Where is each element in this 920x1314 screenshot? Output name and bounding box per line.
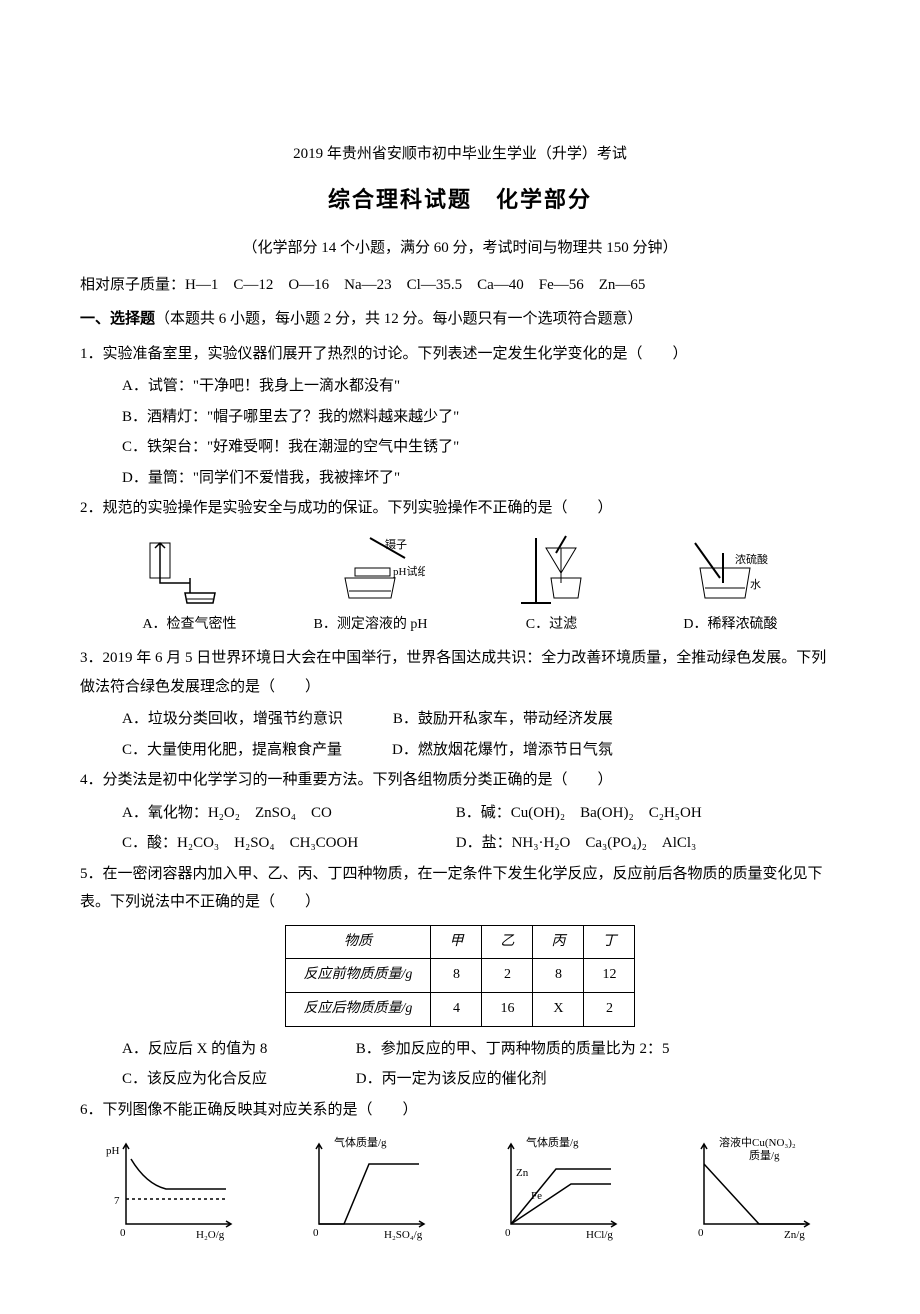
- q5-th-1: 甲: [431, 925, 482, 959]
- svg-text:Zn: Zn: [516, 1167, 529, 1179]
- q5-th-0: 物质: [285, 925, 431, 959]
- q3-option-a: A．垃圾分类回收，增强节约意识: [122, 705, 343, 734]
- svg-text:H₂O/g: H₂O/g: [196, 1229, 225, 1241]
- q2-img-c: C．过滤: [496, 533, 606, 639]
- q2-label-a: A．检查气密性: [135, 612, 245, 639]
- q4-row1: A．氧化物：H₂O₂ ZnSO₄ CO B．碱：Cu(OH)₂ Ba(OH)₂ …: [80, 799, 840, 828]
- q1-option-c: C．铁架台："好难受啊！我在潮湿的空气中生锈了": [80, 433, 840, 462]
- svg-text:H₂SO₄/g: H₂SO₄/g: [384, 1229, 423, 1241]
- svg-text:0: 0: [120, 1227, 126, 1239]
- svg-text:浓硫酸: 浓硫酸: [735, 552, 768, 566]
- svg-text:Fe: Fe: [531, 1190, 542, 1202]
- exam-subinfo: （化学部分 14 个小题，满分 60 分，考试时间与物理共 150 分钟）: [80, 234, 840, 263]
- q2-img-b: 镊子 pH试纸 B．测定溶液的 pH: [314, 533, 428, 639]
- q6-chart-2: 气体质量/g 0 H₂SO₄/g: [289, 1134, 439, 1244]
- q6-stem: 6．下列图像不能正确反映其对应关系的是（ ）: [80, 1096, 840, 1125]
- q3-option-b: B．鼓励开私家车，带动经济发展: [393, 705, 613, 734]
- q1-option-d: D．量筒："同学们不爱惜我，我被摔坏了": [80, 464, 840, 493]
- table-row: 反应后物质质量/g 4 16 X 2: [285, 993, 635, 1027]
- q6-charts: pH 7 0 H₂O/g 气体质量/g 0 H₂SO₄/g 气体质量/g Zn …: [80, 1134, 840, 1244]
- svg-text:质量/g: 质量/g: [749, 1149, 780, 1162]
- q5-r1-label: 反应前物质质量/g: [285, 959, 431, 993]
- q5-th-3: 丙: [533, 925, 584, 959]
- q5-row2: C．该反应为化合反应 D．丙一定为该反应的催化剂: [80, 1065, 840, 1094]
- q2-label-c: C．过滤: [496, 612, 606, 639]
- q4-option-a: A．氧化物：H₂O₂ ZnSO₄ CO: [122, 799, 452, 828]
- svg-text:0: 0: [698, 1227, 704, 1239]
- q5-r2-label: 反应后物质质量/g: [285, 993, 431, 1027]
- q2-img-a: A．检查气密性: [135, 533, 245, 639]
- svg-text:气体质量/g: 气体质量/g: [526, 1135, 579, 1149]
- q5-option-a: A．反应后 X 的值为 8: [122, 1035, 352, 1064]
- q4-option-d: D．盐：NH₃·H₂O Ca₃(PO₄)₂ AlCl₃: [456, 829, 697, 858]
- q5-option-b: B．参加反应的甲、丁两种物质的质量比为 2：5: [356, 1035, 670, 1064]
- q5-r1-2: 8: [533, 959, 584, 993]
- filter-icon: [496, 533, 606, 608]
- ph-test-icon: 镊子 pH试纸: [315, 533, 425, 608]
- q6-chart-3: 气体质量/g Zn Fe 0 HCl/g: [481, 1134, 631, 1244]
- q2-stem: 2．规范的实验操作是实验安全与成功的保证。下列实验操作不正确的是（ ）: [80, 494, 840, 523]
- q5-stem: 5．在一密闭容器内加入甲、乙、丙、丁四种物质，在一定条件下发生化学反应，反应前后…: [80, 860, 840, 917]
- q2-img-d: 浓硫酸 水 D．稀释浓硫酸: [675, 533, 785, 639]
- svg-text:HCl/g: HCl/g: [586, 1229, 613, 1241]
- section-1-label: 一、选择题: [80, 310, 155, 327]
- q4-option-b: B．碱：Cu(OH)₂ Ba(OH)₂ C₂H₅OH: [456, 799, 702, 828]
- airtight-icon: [135, 533, 245, 608]
- svg-text:气体质量/g: 气体质量/g: [334, 1135, 387, 1149]
- q1-option-b: B．酒精灯："帽子哪里去了？我的燃料越来越少了": [80, 403, 840, 432]
- q5-table: 物质 甲 乙 丙 丁 反应前物质质量/g 8 2 8 12 反应后物质质量/g …: [285, 925, 636, 1027]
- q2-label-b: B．测定溶液的 pH: [314, 612, 428, 639]
- svg-text:溶液中Cu(NO₃)₂: 溶液中Cu(NO₃)₂: [719, 1135, 796, 1149]
- exam-title: 综合理科试题 化学部分: [80, 179, 840, 221]
- q5-option-d: D．丙一定为该反应的催化剂: [356, 1065, 547, 1094]
- q1-stem: 1．实验准备室里，实验仪器们展开了热烈的讨论。下列表述一定发生化学变化的是（ ）: [80, 340, 840, 369]
- q5-r2-1: 16: [482, 993, 533, 1027]
- dilute-acid-icon: 浓硫酸 水: [675, 533, 785, 608]
- q4-stem: 4．分类法是初中化学学习的一种重要方法。下列各组物质分类正确的是（ ）: [80, 766, 840, 795]
- svg-text:pH: pH: [106, 1145, 120, 1157]
- table-row: 反应前物质质量/g 8 2 8 12: [285, 959, 635, 993]
- q5-r1-0: 8: [431, 959, 482, 993]
- section-1-heading: 一、选择题（本题共 6 小题，每小题 2 分，共 12 分。每小题只有一个选项符…: [80, 305, 840, 334]
- q6-chart-4: 溶液中Cu(NO₃)₂ 质量/g 0 Zn/g: [674, 1134, 824, 1244]
- table-row: 物质 甲 乙 丙 丁: [285, 925, 635, 959]
- q3-stem: 3．2019 年 6 月 5 日世界环境日大会在中国举行，世界各国达成共识：全力…: [80, 644, 840, 701]
- q5-r2-0: 4: [431, 993, 482, 1027]
- q5-row1: A．反应后 X 的值为 8 B．参加反应的甲、丁两种物质的质量比为 2：5: [80, 1035, 840, 1064]
- q4-option-c: C．酸：H₂CO₃ H₂SO₄ CH₃COOH: [122, 829, 452, 858]
- svg-text:0: 0: [313, 1227, 319, 1239]
- q5-th-2: 乙: [482, 925, 533, 959]
- q3-option-c: C．大量使用化肥，提高粮食产量: [122, 736, 342, 765]
- q2-label-d: D．稀释浓硫酸: [675, 612, 785, 639]
- section-1-desc: （本题共 6 小题，每小题 2 分，共 12 分。每小题只有一个选项符合题意）: [155, 311, 643, 327]
- q3-row2: C．大量使用化肥，提高粮食产量 D．燃放烟花爆竹，增添节日气氛: [80, 736, 840, 765]
- q5-r2-3: 2: [584, 993, 635, 1027]
- q5-r2-2: X: [533, 993, 584, 1027]
- svg-text:Zn/g: Zn/g: [784, 1229, 805, 1241]
- q3-row1: A．垃圾分类回收，增强节约意识 B．鼓励开私家车，带动经济发展: [80, 705, 840, 734]
- q5-r1-3: 12: [584, 959, 635, 993]
- q3-option-d: D．燃放烟花爆竹，增添节日气氛: [392, 736, 613, 765]
- q5-option-c: C．该反应为化合反应: [122, 1065, 352, 1094]
- q1-option-a: A．试管："干净吧！我身上一滴水都没有": [80, 372, 840, 401]
- exam-header: 2019 年贵州省安顺市初中毕业生学业（升学）考试: [80, 140, 840, 169]
- q5-r1-1: 2: [482, 959, 533, 993]
- svg-text:pH试纸: pH试纸: [393, 565, 425, 578]
- q6-chart-1: pH 7 0 H₂O/g: [96, 1134, 246, 1244]
- q5-th-4: 丁: [584, 925, 635, 959]
- q4-row2: C．酸：H₂CO₃ H₂SO₄ CH₃COOH D．盐：NH₃·H₂O Ca₃(…: [80, 829, 840, 858]
- svg-text:水: 水: [750, 578, 761, 591]
- atomic-mass-line: 相对原子质量：H—1 C—12 O—16 Na—23 Cl—35.5 Ca—40…: [80, 271, 840, 300]
- svg-text:0: 0: [505, 1227, 511, 1239]
- svg-text:镊子: 镊子: [385, 538, 407, 551]
- q2-image-row: A．检查气密性 镊子 pH试纸 B．测定溶液的 pH: [100, 533, 820, 639]
- svg-text:7: 7: [114, 1195, 120, 1207]
